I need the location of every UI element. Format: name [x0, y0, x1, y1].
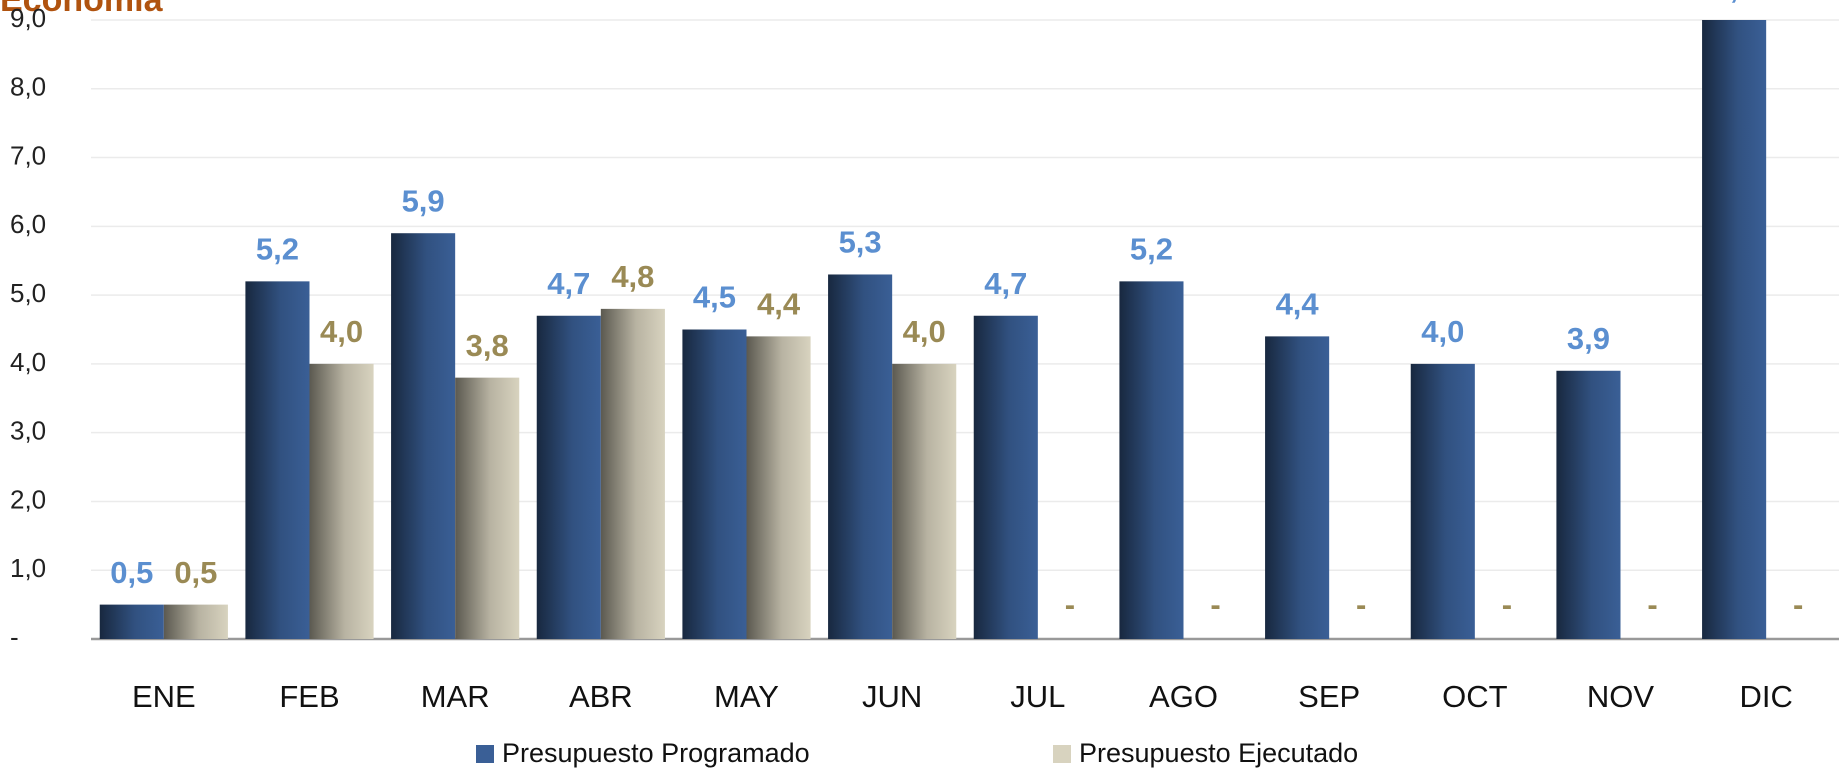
bar [746, 336, 811, 639]
data-label: 9,0 [1713, 0, 1756, 5]
bar [309, 363, 374, 639]
bar [163, 604, 228, 639]
x-tick-label: DIC [1739, 679, 1792, 714]
x-tick-label: JUL [1010, 679, 1065, 714]
data-label: 0,5 [110, 555, 153, 590]
data-label: 4,4 [1276, 287, 1320, 322]
legend-swatch [476, 745, 494, 763]
y-tick-label: - [10, 622, 19, 652]
bar [1410, 363, 1475, 639]
y-tick-label: 6,0 [10, 209, 46, 239]
data-label: - [1647, 587, 1657, 622]
bar [973, 315, 1038, 639]
bar [536, 315, 601, 639]
bar [455, 377, 520, 639]
data-label: 4,7 [984, 266, 1027, 301]
data-label: 4,0 [320, 314, 363, 349]
data-label: 4,4 [757, 287, 801, 322]
data-label: 5,3 [839, 225, 882, 260]
data-label: 3,9 [1567, 321, 1610, 356]
x-tick-label: ABR [569, 679, 633, 714]
x-tick-label: MAY [714, 679, 779, 714]
bar [1556, 370, 1621, 639]
data-label: - [1065, 587, 1075, 622]
data-label: 4,0 [903, 314, 946, 349]
bar [245, 281, 310, 639]
data-label: 4,0 [1421, 314, 1464, 349]
y-tick-label: 1,0 [10, 553, 46, 583]
x-tick-label: ENE [132, 679, 196, 714]
y-tick-label: 5,0 [10, 278, 46, 308]
y-tick-label: 3,0 [10, 416, 46, 446]
data-label: - [1356, 587, 1366, 622]
bar [1265, 336, 1330, 639]
y-tick-label: 2,0 [10, 484, 46, 514]
data-label: 3,8 [466, 328, 509, 363]
bar [99, 604, 164, 639]
bar [1702, 20, 1767, 639]
x-tick-label: FEB [279, 679, 339, 714]
data-label: 5,9 [402, 183, 445, 218]
legend-label: Presupuesto Ejecutado [1079, 738, 1358, 768]
x-tick-label: SEP [1298, 679, 1360, 714]
bar [600, 308, 665, 639]
y-tick-label: 7,0 [10, 140, 46, 170]
bar [1119, 281, 1184, 639]
data-label: 4,8 [611, 259, 654, 294]
data-label: 5,2 [1130, 232, 1173, 267]
x-tick-label: JUN [862, 679, 922, 714]
bar [682, 329, 747, 639]
data-label: 0,5 [174, 555, 217, 590]
bar [828, 274, 893, 639]
y-tick-label: 4,0 [10, 347, 46, 377]
chart-title: Economía [0, 0, 164, 19]
x-tick-label: NOV [1587, 679, 1655, 714]
legend-label: Presupuesto Programado [502, 738, 810, 768]
x-tick-label: OCT [1442, 679, 1508, 714]
y-tick-label: 8,0 [10, 72, 46, 102]
data-label: - [1502, 587, 1512, 622]
x-tick-label: MAR [421, 679, 490, 714]
bar [391, 233, 456, 639]
data-label: 4,7 [547, 266, 590, 301]
data-label: 5,2 [256, 232, 299, 267]
y-tick-label: 9,0 [10, 3, 46, 33]
data-label: 4,5 [693, 280, 736, 315]
data-label: - [1210, 587, 1220, 622]
legend-swatch [1053, 745, 1071, 763]
x-tick-label: AGO [1149, 679, 1218, 714]
bar [892, 363, 957, 639]
data-label: - [1793, 587, 1803, 622]
